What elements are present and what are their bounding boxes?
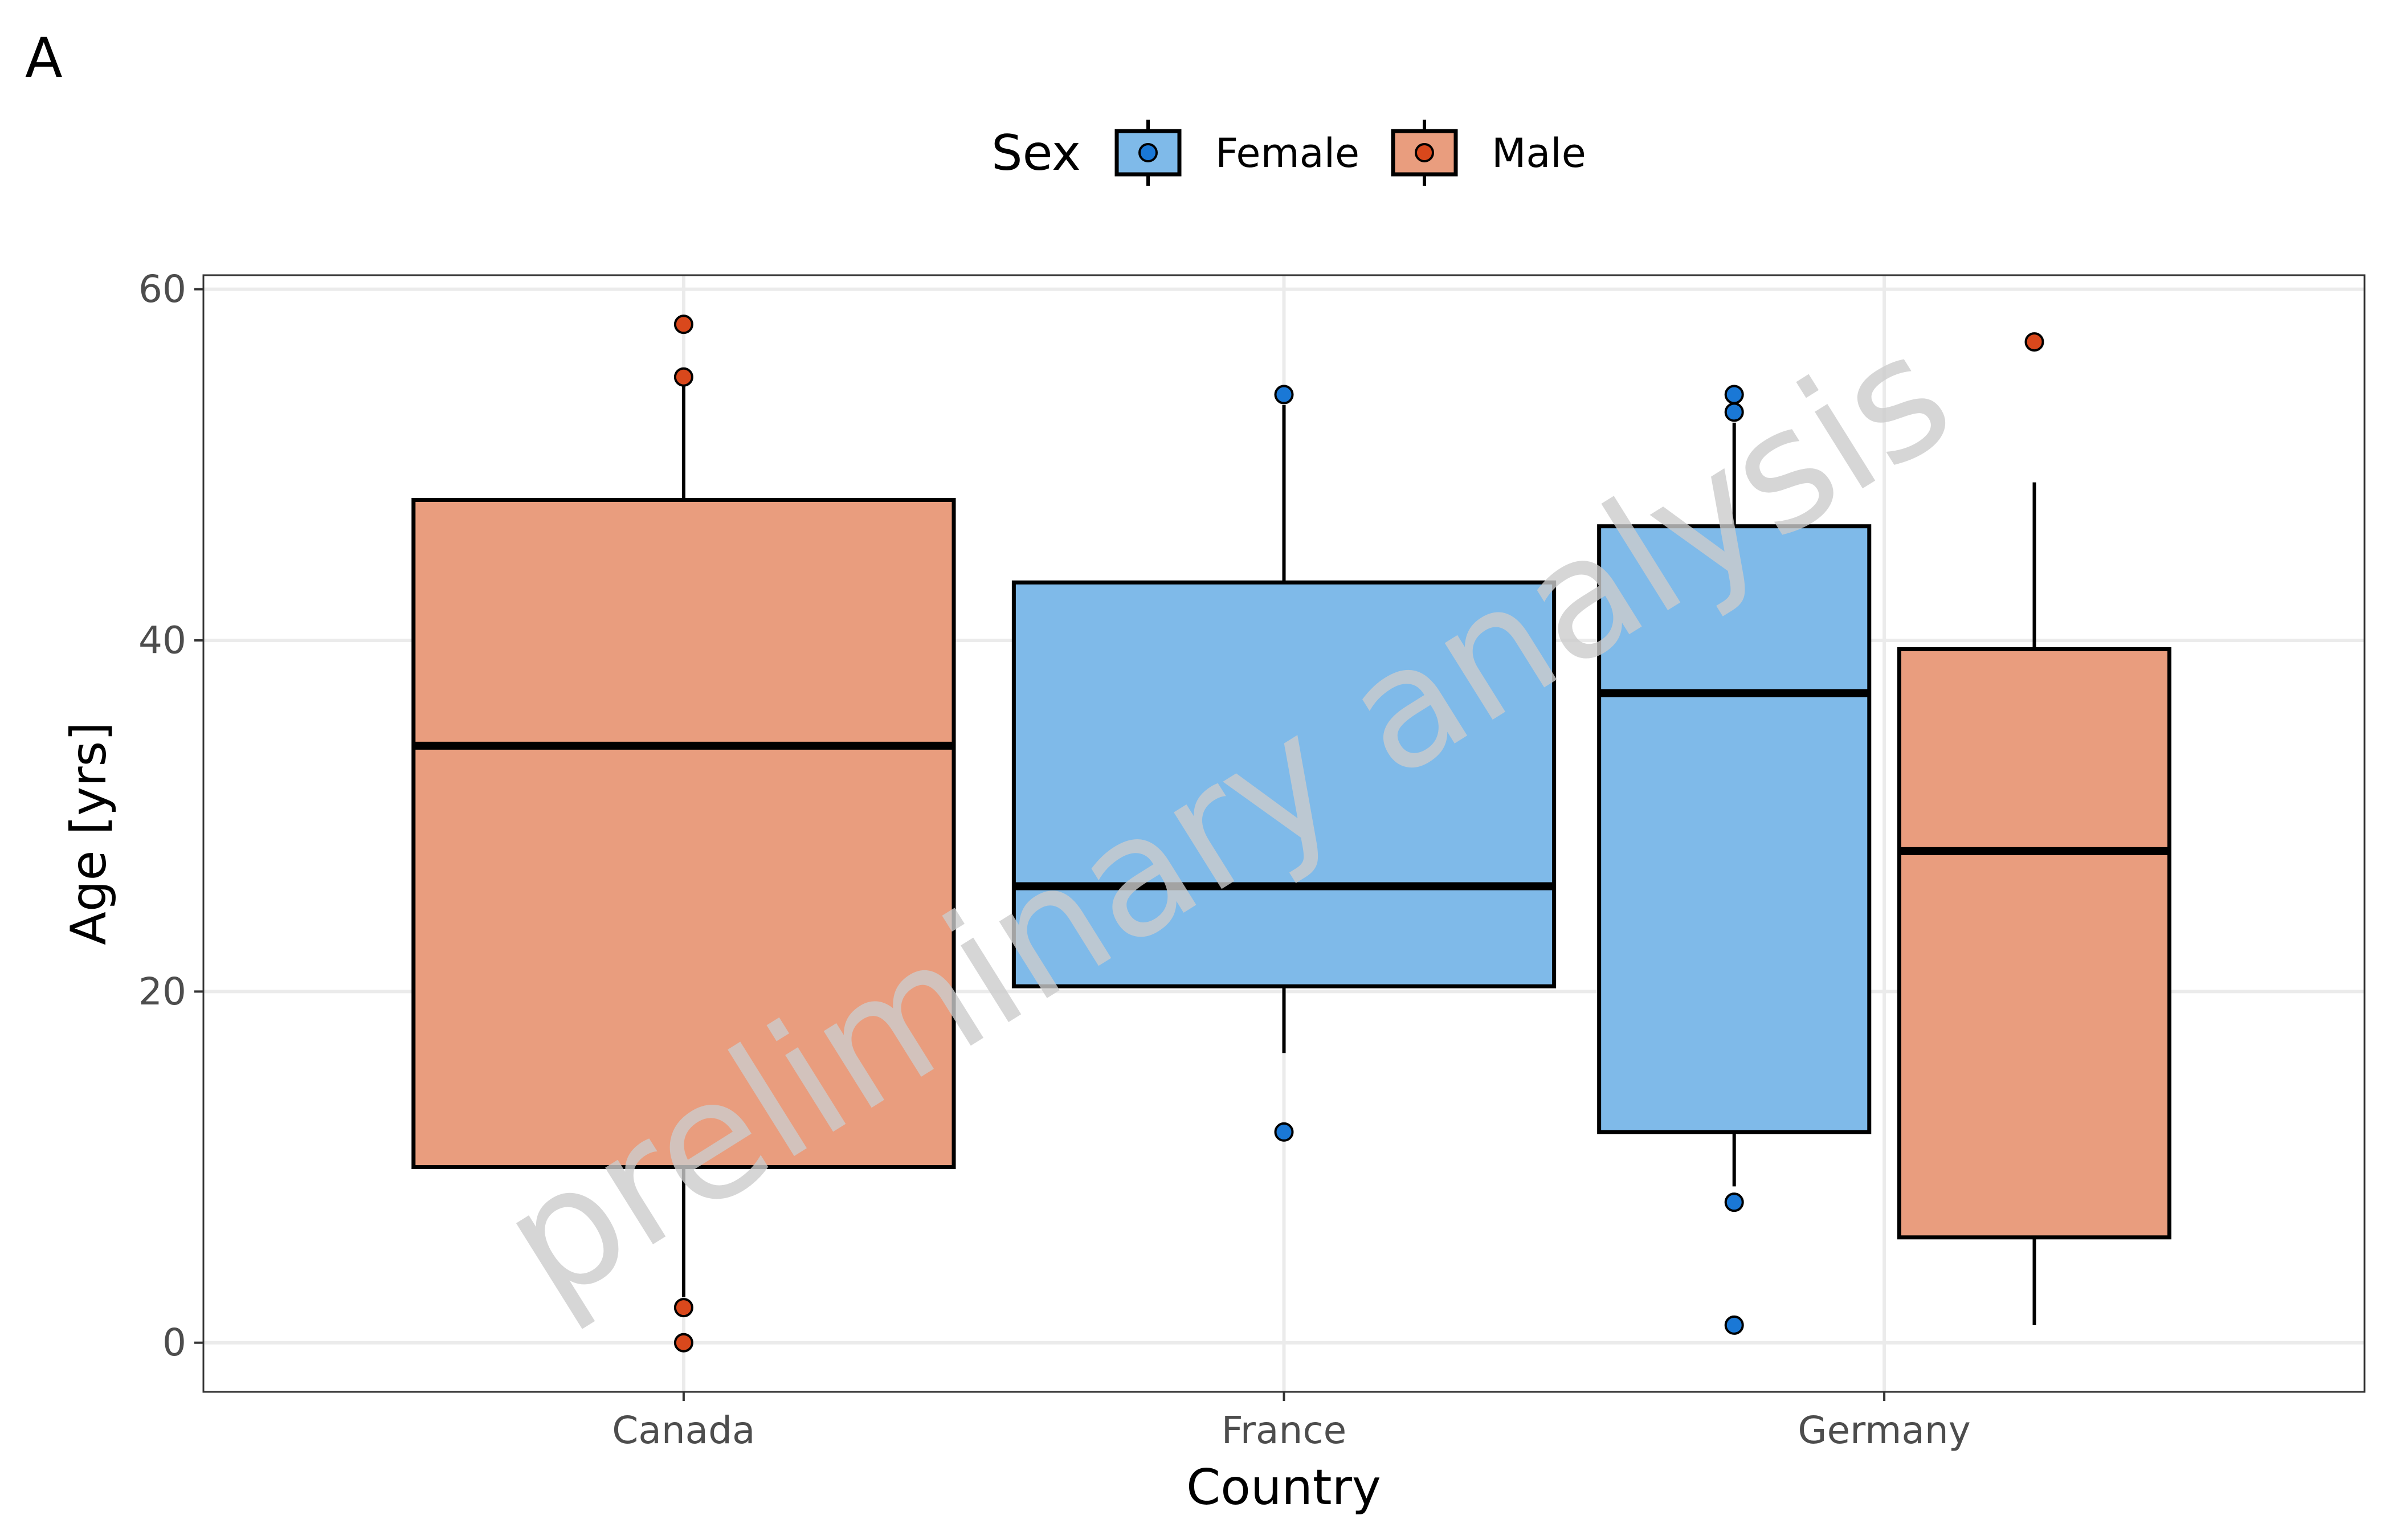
plot-panel: 0 20 40 60 Canada France Germany <box>138 267 2366 1452</box>
outlier-point <box>1724 402 1744 422</box>
legend-entry-male: Male <box>1391 120 1586 186</box>
y-tick-label: 20 <box>138 970 186 1014</box>
outlier-point <box>1724 1315 1744 1335</box>
outlier-point <box>673 367 693 387</box>
box-france-female <box>1011 405 1557 1053</box>
outlier-point <box>1274 385 1294 405</box>
outlier-point <box>2024 332 2044 352</box>
outlier-point <box>673 1298 693 1318</box>
box-germany-male <box>1897 482 2172 1325</box>
box-germany-female <box>1597 422 1872 1187</box>
outlier-point <box>673 1333 693 1353</box>
x-tick-label: Canada <box>612 1408 755 1452</box>
x-axis-title: Country <box>1186 1459 1381 1516</box>
box-body <box>1897 647 2172 1240</box>
panel-tag: A <box>25 26 63 90</box>
legend-label: Female <box>1215 130 1359 177</box>
legend-label: Male <box>1492 130 1586 177</box>
legend: Sex Female Male <box>991 120 1586 186</box>
outlier-point <box>673 314 693 334</box>
box-body <box>1597 524 1872 1134</box>
outlier-point <box>1274 1122 1294 1142</box>
legend-title: Sex <box>991 125 1081 182</box>
box-body <box>411 497 956 1170</box>
y-tick-label: 60 <box>138 267 186 311</box>
legend-key-point <box>1138 143 1158 162</box>
y-tick-label: 40 <box>138 619 186 663</box>
legend-key-box <box>1391 129 1458 177</box>
legend-key-point <box>1415 143 1434 162</box>
legend-entry-female: Female <box>1114 120 1359 186</box>
y-axis-title: Age [yrs] <box>60 722 117 945</box>
outlier-point <box>1724 1192 1744 1212</box>
x-tick-label: France <box>1222 1408 1346 1452</box>
box-body <box>1011 580 1557 988</box>
y-tick-label: 0 <box>162 1321 186 1365</box>
box-canada-male <box>411 384 956 1297</box>
x-tick-label: Germany <box>1798 1408 1970 1452</box>
